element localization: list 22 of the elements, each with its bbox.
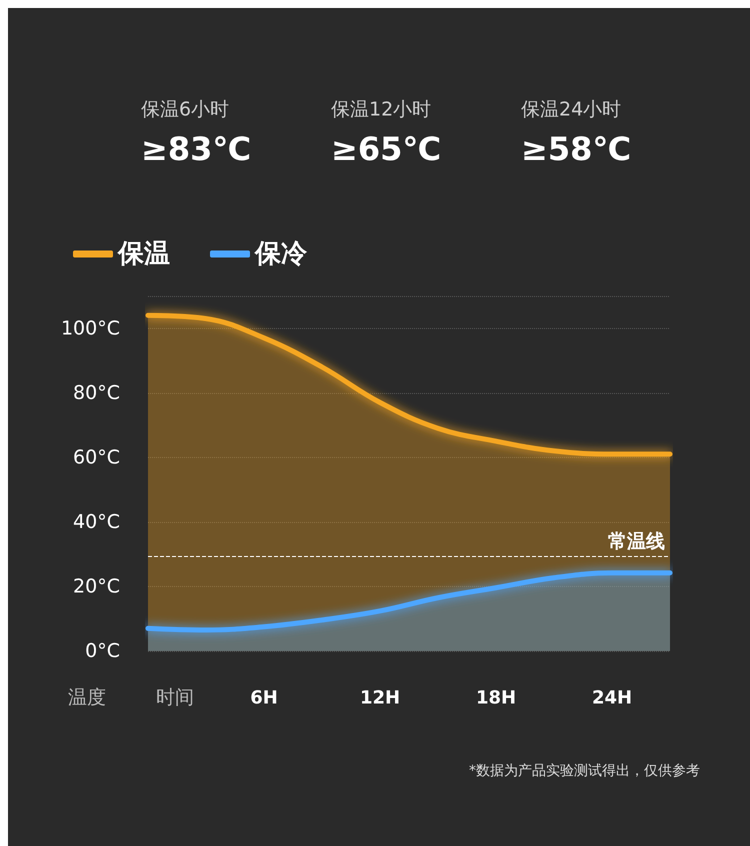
text: 保温12小时: [331, 98, 432, 120]
y-tick-label: 100°C: [60, 317, 120, 340]
text: ≥83℃: [141, 130, 252, 168]
y-axis-title: 温度: [68, 686, 106, 708]
legend-label: 保温: [117, 239, 170, 269]
text: ≥58℃: [521, 130, 632, 168]
text: 保温24小时: [521, 98, 622, 120]
y-tick-label: 40°C: [73, 510, 120, 533]
text: ≥65℃: [331, 130, 442, 168]
y-tick-label: 80°C: [73, 382, 120, 404]
x-tick-label: 6H: [250, 688, 278, 708]
ref-line-label: 常温线: [608, 530, 665, 552]
x-tick-label: 12H: [360, 688, 400, 708]
x-tick-label: 18H: [476, 688, 516, 708]
x-tick-label: 24H: [592, 688, 632, 708]
y-tick-label: 20°C: [73, 575, 120, 598]
text: *数据为产品实验测试得出，仅供参考: [469, 763, 700, 779]
legend-label: 保冷: [254, 239, 308, 269]
text: 保温6小时: [141, 98, 230, 120]
y-tick-label: 0°C: [85, 640, 120, 662]
y-tick-label: 60°C: [73, 446, 120, 468]
x-axis-title: 时间: [156, 686, 194, 708]
